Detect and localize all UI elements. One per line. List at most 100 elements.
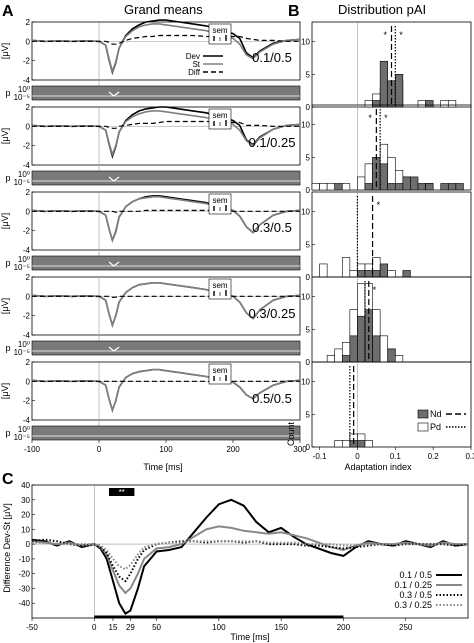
- panel-c-letter: C: [2, 471, 14, 488]
- panel-c-ytick-label: -10: [18, 555, 30, 564]
- panel-b-letter: B: [288, 3, 300, 20]
- panel-c-xtick-label: 200: [337, 623, 351, 632]
- histogram-bar-pd: [341, 257, 351, 278]
- erp-ytick-label: 2: [26, 273, 31, 282]
- panel-c-legend-label: 0.3 / 0.5: [399, 590, 432, 600]
- erp-series-diff: [32, 295, 300, 298]
- significance-window-box: [108, 488, 135, 496]
- panel-c-legend-label: 0.1 / 0.5: [399, 570, 432, 580]
- histogram-bar-nd: [387, 183, 396, 191]
- erp-axes-frame: [31, 191, 301, 251]
- histogram-bar-pd: [334, 348, 343, 363]
- panel-c-xtick-label: 29: [126, 623, 135, 632]
- histogram-bar-pd: [394, 355, 404, 363]
- p-significance-dip: [108, 91, 120, 97]
- erp-ytick-label: 0: [26, 122, 31, 131]
- histogram-bar-nd: [402, 270, 411, 278]
- erp-ylabel: [μV]: [0, 298, 10, 314]
- panel-c-xtick-label: 100: [212, 623, 226, 632]
- histogram-bar-pd: [447, 100, 457, 108]
- histogram-bar-pd: [326, 183, 336, 191]
- condition-label: 0.3/0.25: [249, 306, 296, 321]
- histogram-ytick-label: 5: [306, 325, 311, 334]
- sem-box: sem: [208, 23, 232, 45]
- p-value-bar: [31, 255, 301, 271]
- erp-ytick-label: -4: [23, 246, 31, 255]
- legend-label-nd: Nd: [430, 409, 442, 419]
- histogram-axes-frame: [311, 191, 472, 278]
- histogram-bar-nd: [364, 183, 373, 191]
- histogram-bar-nd: [379, 60, 389, 108]
- p-ytick-label: 10⁰: [18, 255, 30, 264]
- histogram-bar-pd: [417, 100, 426, 108]
- erp-legend-label: Diff: [188, 68, 201, 77]
- panel-a-title: Grand means: [124, 2, 203, 17]
- histogram-bar-pd: [440, 100, 449, 108]
- significance-window-label: **: [119, 488, 125, 497]
- p-ytick-label: 10⁻⁵: [14, 433, 30, 442]
- p-ytick-label: 10⁰: [18, 170, 30, 179]
- histogram-bar-pd: [349, 270, 358, 278]
- histogram-bar-nd: [455, 183, 464, 191]
- panel-b-xtick-label: 0.2: [428, 452, 440, 461]
- erp-series-diff: [32, 209, 300, 213]
- erp-ytick-label: -2: [23, 227, 31, 236]
- condition-label: 0.1/0.5: [252, 50, 292, 65]
- panel-c-ytick-label: -30: [18, 584, 30, 593]
- histogram-ytick-label: 10: [301, 121, 310, 130]
- erp-axes-frame: [31, 276, 301, 336]
- erp-axes-frame: [31, 21, 301, 81]
- histogram-ytick-label: 0: [306, 103, 311, 112]
- panel-b-ylabel: Count: [286, 422, 296, 447]
- condition-label: 0.5/0.5: [252, 391, 292, 406]
- histogram-subplot: 0 5 10 *: [301, 276, 472, 367]
- sem-label: sem: [212, 26, 227, 35]
- histogram-bar-nd: [387, 348, 396, 363]
- histogram-ytick-label: 0: [306, 358, 311, 367]
- sem-box: sem: [208, 278, 232, 300]
- significance-star: *: [377, 200, 381, 210]
- panel-c-xlabel: Time [ms]: [230, 632, 269, 642]
- histogram-bar-pd: [379, 335, 389, 363]
- erp-ylabel: [μV]: [0, 213, 10, 229]
- sem-label: sem: [212, 111, 227, 120]
- panel-c-ylabel: Difference Dev-St [μV]: [2, 503, 12, 593]
- condition-label: 0.3/0.5: [252, 220, 292, 235]
- panel-b-xlabel: Adaptation index: [344, 462, 412, 472]
- p-ytick-label: 10⁰: [18, 340, 30, 349]
- histogram-bar-nd: [425, 183, 434, 191]
- condition-label: 0.1/0.25: [249, 135, 296, 150]
- p-ytick-label: 10⁻⁵: [14, 263, 30, 272]
- erp-axes-frame: [31, 361, 301, 421]
- sem-box: sem: [208, 193, 232, 215]
- panel-a-xtick-label: 0: [97, 445, 102, 454]
- histogram-bar-nd: [372, 270, 381, 278]
- panel-b-xtick-label: 0.3: [465, 452, 474, 461]
- histogram-ytick-label: 10: [301, 293, 310, 302]
- significance-star: *: [373, 285, 377, 295]
- panel-c-series-line: [32, 540, 468, 571]
- panel-c-ytick-label: 10: [21, 525, 30, 534]
- erp-ytick-label: -4: [23, 331, 31, 340]
- histogram-bar-pd: [341, 183, 351, 191]
- histogram-bar-pd: [357, 176, 366, 191]
- panel-a-xtick-label: 300: [293, 445, 307, 454]
- histogram-bar-pd: [387, 270, 396, 278]
- panel-c-ytick-label: 30: [21, 496, 30, 505]
- histogram-ytick-label: 10: [301, 378, 310, 387]
- erp-ytick-label: -4: [23, 76, 31, 85]
- panel-c-xtick-label: -50: [26, 623, 38, 632]
- histogram-subplot: 0 5 10 * *: [301, 104, 472, 195]
- histogram-ytick-label: 0: [306, 186, 311, 195]
- histogram-bar-nd: [364, 270, 373, 278]
- histogram-bar-nd: [394, 74, 404, 108]
- erp-ytick-label: -2: [23, 142, 31, 151]
- histogram-ytick-label: 0: [306, 443, 311, 452]
- panel-c-legend-label: 0.3 / 0.25: [394, 600, 432, 610]
